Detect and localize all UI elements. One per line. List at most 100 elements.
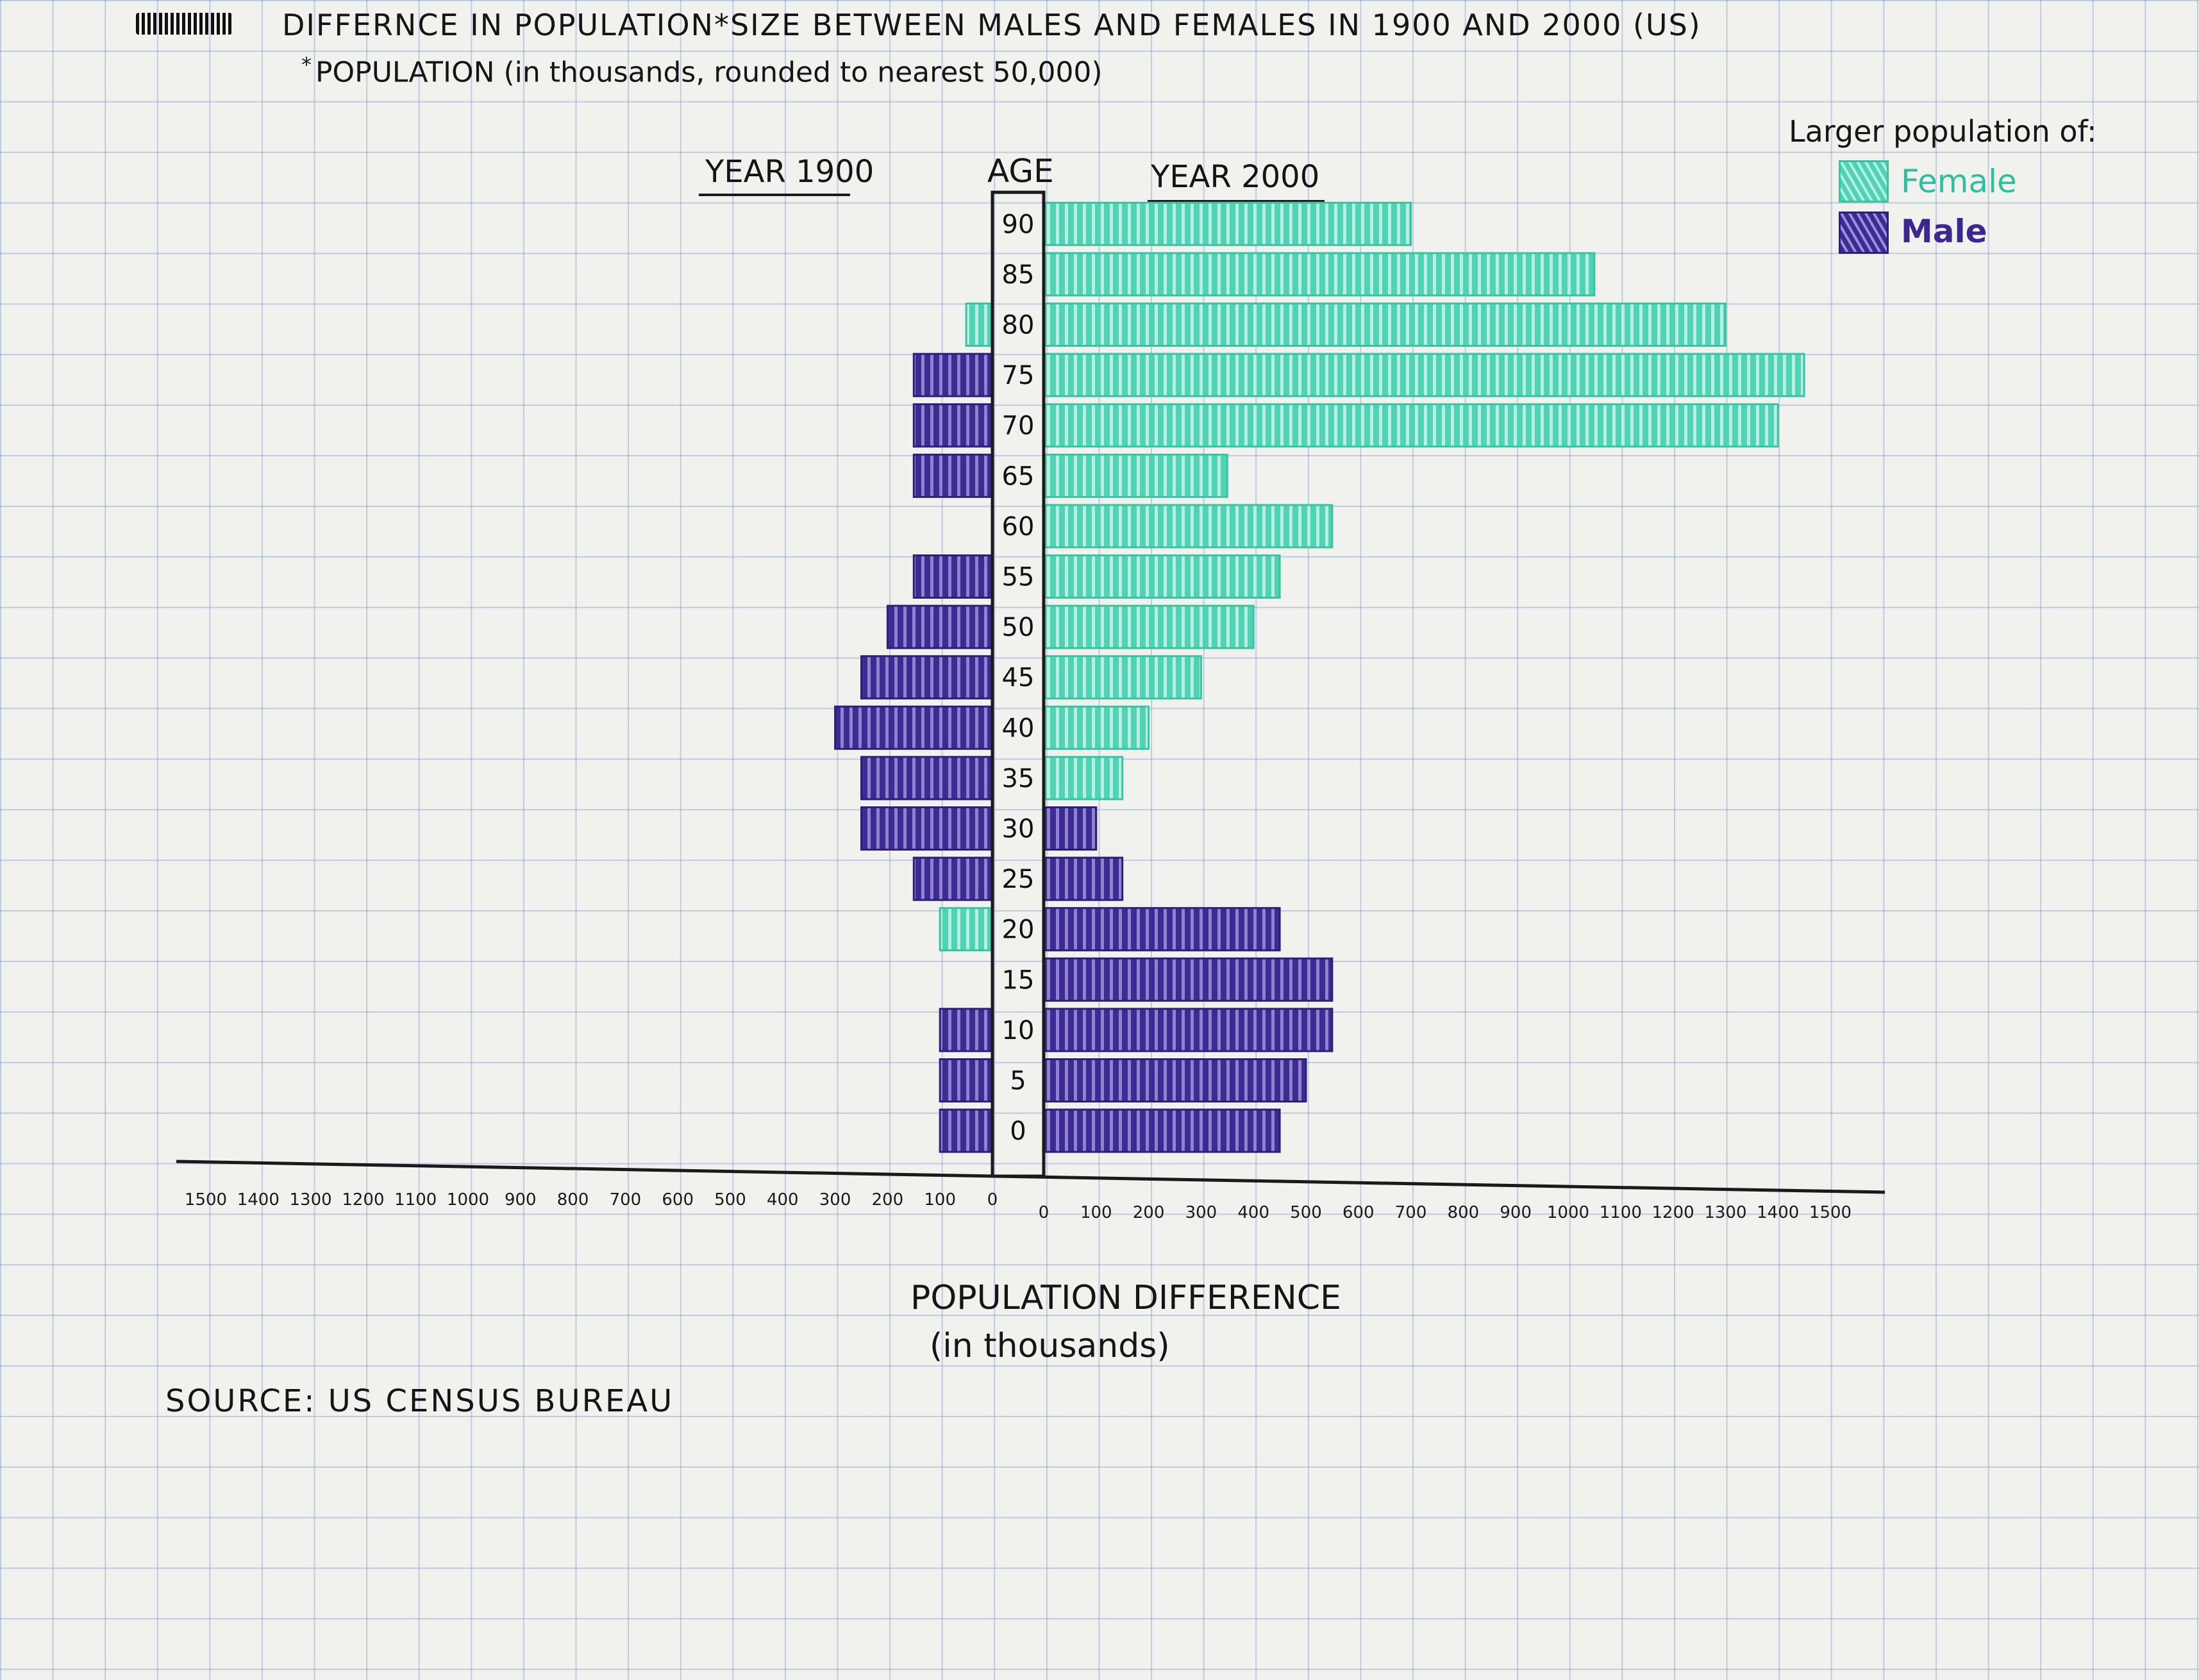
bar-1900-age-70 [912,403,994,448]
bar-2000-age-90 [1042,201,1412,246]
x-tick-right-900: 900 [1500,1203,1532,1222]
x-tick-right-1400: 1400 [1757,1203,1799,1222]
age-label-65: 65 [1002,462,1035,491]
bar-2000-age-85 [1042,252,1596,297]
bar-2000-age-45 [1042,655,1202,700]
age-label-55: 55 [1002,563,1035,592]
x-tick-right-1200: 1200 [1652,1203,1694,1222]
age-label-5: 5 [1010,1067,1026,1096]
age-label-25: 25 [1002,865,1035,894]
age-label-45: 45 [1002,663,1035,693]
bar-2000-age-35 [1042,756,1124,801]
age-label-85: 85 [1002,260,1035,290]
x-tick-left-800: 800 [557,1190,589,1210]
x-tick-right-400: 400 [1237,1203,1269,1222]
bar-1900-age-25 [912,856,994,901]
chart-subtitle: * POPULATION (in thousands, rounded to ne… [301,53,1103,89]
bar-1900-age-75 [912,353,994,397]
footnote-marker: * [301,53,312,77]
panel-label-1900: YEAR 1900 [705,154,874,190]
bar-2000-age-75 [1042,353,1805,397]
bar-2000-age-10 [1042,1008,1334,1052]
bar-2000-age-25 [1042,856,1124,901]
bar-1900-age-50 [886,604,994,649]
x-tick-left-1100: 1100 [394,1190,437,1210]
age-label-60: 60 [1002,512,1035,542]
bar-1900-age-65 [912,453,994,498]
age-label-15: 15 [1002,965,1035,995]
x-tick-right-1500: 1500 [1809,1203,1852,1222]
bar-1900-age-20 [939,907,994,952]
panel-label-2000: YEAR 2000 [1151,159,1320,195]
legend-label-male: Male [1901,213,1987,250]
x-tick-left-1400: 1400 [237,1190,280,1210]
bar-1900-age-35 [860,756,994,801]
x-tick-right-1000: 1000 [1547,1203,1589,1222]
x-tick-right-300: 300 [1185,1203,1217,1222]
scribbled-out-text [136,13,232,35]
bar-2000-age-50 [1042,604,1255,649]
bar-2000-age-55 [1042,554,1281,599]
bar-2000-age-80 [1042,303,1727,347]
legend-swatch-female [1839,160,1889,203]
x-axis-title-line1: POPULATION DIFFERENCE [910,1279,1341,1317]
age-label-10: 10 [1002,1016,1035,1045]
x-tick-right-600: 600 [1342,1203,1375,1222]
x-tick-left-500: 500 [714,1190,746,1210]
subtitle-text: POPULATION (in thousands, rounded to nea… [315,56,1103,89]
x-tick-labels-group: 1500 1400 1300 1200 1100 1000 900 800 700 600 500 4… [185,1190,1852,1222]
bar-1900-age-80 [965,303,994,347]
age-label-35: 35 [1002,764,1035,794]
chart-title: DIFFERNCE IN POPULATION*SIZE BETWEEN MAL… [282,8,1702,42]
age-label-40: 40 [1002,713,1035,743]
x-tick-left-1200: 1200 [342,1190,384,1210]
bar-2000-age-65 [1042,453,1228,498]
underline-2000 [1148,200,1325,203]
age-label-70: 70 [1002,412,1035,441]
source-note: SOURCE: US CENSUS BUREAU [165,1383,674,1419]
x-axis-line [176,1160,1885,1194]
age-label-75: 75 [1002,361,1035,390]
x-tick-left-300: 300 [819,1190,851,1210]
age-label-0: 0 [1010,1117,1026,1146]
bar-2000-age-15 [1042,957,1334,1002]
bar-2000-age-0 [1042,1108,1281,1153]
x-tick-left-0: 0 [987,1190,998,1210]
x-tick-right-1300: 1300 [1704,1203,1746,1222]
x-tick-right-1100: 1100 [1600,1203,1642,1222]
x-tick-left-1500: 1500 [185,1190,227,1210]
legend-title: Larger population of: [1789,114,2097,149]
bar-2000-age-60 [1042,504,1334,549]
bar-1900-age-0 [939,1108,994,1153]
x-axis-title-line2: (in thousands) [930,1327,1170,1365]
bar-1900-age-5 [939,1058,994,1102]
bar-1900-age-40 [834,705,994,750]
x-tick-left-700: 700 [610,1190,642,1210]
x-tick-left-1300: 1300 [290,1190,332,1210]
bar-2000-age-40 [1042,705,1150,750]
bar-1900-age-30 [860,806,994,851]
legend-label-female: Female [1901,163,2017,200]
bar-1900-age-55 [912,554,994,599]
x-tick-right-500: 500 [1290,1203,1322,1222]
x-tick-left-600: 600 [662,1190,694,1210]
age-axis-title: AGE [987,153,1054,190]
age-label-90: 90 [1002,210,1035,239]
bar-2000-age-70 [1042,403,1779,448]
bar-1900-age-10 [939,1008,994,1052]
x-tick-left-400: 400 [767,1190,799,1210]
bar-2000-age-20 [1042,907,1281,952]
x-tick-left-100: 100 [924,1190,956,1210]
age-labels-group: 0 5 10 15 20 25 30 35 40 45 50 55 60 65 70 75 80 85 90 [1002,210,1035,1146]
age-label-30: 30 [1002,815,1035,844]
x-tick-right-100: 100 [1080,1203,1112,1222]
x-tick-left-1000: 1000 [447,1190,489,1210]
x-tick-right-0: 0 [1039,1203,1049,1222]
x-tick-left-200: 200 [872,1190,904,1210]
x-tick-right-700: 700 [1395,1203,1427,1222]
underline-1900 [699,194,850,196]
legend-swatch-male [1839,212,1889,254]
bars-group [834,201,1805,1153]
bar-2000-age-30 [1042,806,1098,851]
